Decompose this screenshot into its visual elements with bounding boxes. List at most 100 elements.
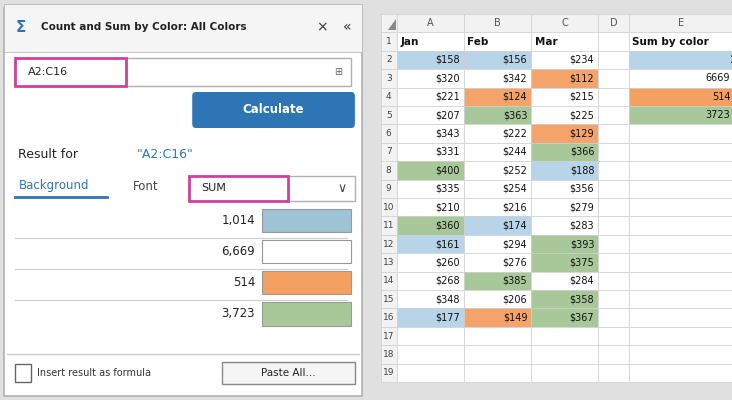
Text: Jan: Jan xyxy=(400,37,419,47)
Bar xyxy=(464,235,531,253)
Bar xyxy=(598,51,629,69)
Bar xyxy=(397,198,464,216)
Bar xyxy=(464,180,531,198)
Bar xyxy=(397,345,464,364)
Text: $367: $367 xyxy=(569,313,594,322)
Text: $260: $260 xyxy=(436,258,460,267)
Bar xyxy=(531,124,598,143)
Text: Result for: Result for xyxy=(18,148,78,160)
Text: 6: 6 xyxy=(386,129,392,138)
Text: 10: 10 xyxy=(383,203,395,212)
Text: $156: $156 xyxy=(503,55,527,65)
Text: 14: 14 xyxy=(383,276,395,285)
Bar xyxy=(629,161,732,180)
Text: $177: $177 xyxy=(436,313,460,322)
Text: $161: $161 xyxy=(436,239,460,249)
Text: 5: 5 xyxy=(386,111,392,120)
Text: D: D xyxy=(610,18,617,28)
Bar xyxy=(531,32,598,51)
Text: 514: 514 xyxy=(233,276,255,289)
Text: Paste All...: Paste All... xyxy=(261,368,315,378)
Polygon shape xyxy=(388,18,395,30)
Bar xyxy=(397,106,464,124)
Bar xyxy=(531,253,598,272)
Bar xyxy=(629,124,732,143)
Bar xyxy=(598,308,629,327)
Bar xyxy=(629,253,732,272)
Bar xyxy=(4,4,362,52)
Bar xyxy=(598,69,629,88)
Bar xyxy=(464,216,531,235)
Text: 6669: 6669 xyxy=(706,74,731,84)
Bar xyxy=(531,198,598,216)
Text: $268: $268 xyxy=(436,276,460,286)
Text: $276: $276 xyxy=(503,258,527,267)
Bar xyxy=(464,327,531,345)
Text: $363: $363 xyxy=(503,110,527,120)
Bar xyxy=(531,327,598,345)
Bar xyxy=(397,364,464,382)
Bar xyxy=(531,88,598,106)
Bar xyxy=(598,345,629,364)
Bar xyxy=(381,32,397,51)
Bar xyxy=(263,302,351,326)
Bar xyxy=(263,271,351,294)
Bar xyxy=(598,106,629,124)
Bar xyxy=(629,327,732,345)
Text: $320: $320 xyxy=(436,74,460,84)
Text: 9: 9 xyxy=(386,184,392,193)
Text: $360: $360 xyxy=(436,221,460,230)
Bar xyxy=(397,88,464,106)
Text: 3723: 3723 xyxy=(706,110,731,120)
Bar xyxy=(629,216,732,235)
Bar xyxy=(598,235,629,253)
Bar xyxy=(381,253,397,272)
Bar xyxy=(598,272,629,290)
Text: $112: $112 xyxy=(569,74,594,84)
Text: $331: $331 xyxy=(436,147,460,157)
Bar xyxy=(531,216,598,235)
Bar xyxy=(381,88,397,106)
Bar xyxy=(15,58,126,86)
Bar xyxy=(629,106,732,124)
Text: 7: 7 xyxy=(386,148,392,156)
Bar xyxy=(598,364,629,382)
Text: $158: $158 xyxy=(436,55,460,65)
Bar xyxy=(598,143,629,161)
Text: 3,723: 3,723 xyxy=(222,308,255,320)
Text: $174: $174 xyxy=(503,221,527,230)
Text: 13: 13 xyxy=(383,258,395,267)
Text: Σ: Σ xyxy=(15,20,26,35)
Text: C: C xyxy=(561,18,568,28)
Bar xyxy=(381,198,397,216)
Text: $279: $279 xyxy=(569,202,594,212)
Bar xyxy=(189,176,355,201)
Text: 8: 8 xyxy=(386,166,392,175)
Bar xyxy=(397,51,464,69)
Text: 1: 1 xyxy=(386,37,392,46)
Bar xyxy=(397,216,464,235)
Bar xyxy=(397,327,464,345)
Bar xyxy=(381,235,397,253)
Bar xyxy=(189,176,288,201)
Text: 6,669: 6,669 xyxy=(221,245,255,258)
Text: Font: Font xyxy=(133,180,159,192)
Text: 3: 3 xyxy=(386,74,392,83)
Bar xyxy=(464,272,531,290)
Bar xyxy=(531,308,598,327)
Bar xyxy=(598,32,629,51)
Text: $283: $283 xyxy=(569,221,594,230)
Text: $366: $366 xyxy=(569,147,594,157)
FancyBboxPatch shape xyxy=(193,92,355,128)
Bar xyxy=(598,14,629,32)
Bar xyxy=(598,290,629,308)
Bar xyxy=(629,345,732,364)
Bar xyxy=(397,290,464,308)
Text: E: E xyxy=(679,18,684,28)
Bar xyxy=(531,161,598,180)
Text: 12: 12 xyxy=(383,240,395,248)
Bar xyxy=(598,327,629,345)
Text: $342: $342 xyxy=(503,74,527,84)
Text: $129: $129 xyxy=(569,129,594,139)
Bar xyxy=(464,32,531,51)
